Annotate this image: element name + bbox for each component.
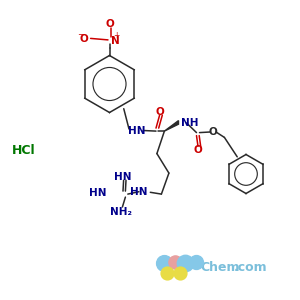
- Text: O: O: [80, 34, 88, 44]
- Text: HN: HN: [89, 188, 106, 198]
- Text: HN: HN: [130, 187, 148, 197]
- Text: HN: HN: [114, 172, 131, 182]
- Text: +: +: [113, 32, 119, 40]
- Text: O: O: [194, 145, 202, 155]
- Point: [178, 271, 182, 275]
- Text: HCl: HCl: [12, 143, 36, 157]
- Point: [164, 271, 169, 275]
- Point: [161, 260, 166, 265]
- Text: Chem: Chem: [200, 261, 240, 274]
- Text: N: N: [111, 35, 120, 46]
- Point: [183, 260, 188, 265]
- Text: .com: .com: [234, 261, 268, 274]
- Polygon shape: [164, 121, 178, 131]
- Text: O: O: [208, 127, 217, 137]
- Point: [172, 259, 177, 264]
- Text: HN: HN: [128, 125, 145, 136]
- Text: O: O: [155, 106, 164, 117]
- Text: NH₂: NH₂: [110, 206, 132, 217]
- Text: −: −: [77, 31, 85, 40]
- Text: O: O: [105, 19, 114, 29]
- Point: [193, 259, 198, 264]
- Text: NH: NH: [181, 118, 198, 128]
